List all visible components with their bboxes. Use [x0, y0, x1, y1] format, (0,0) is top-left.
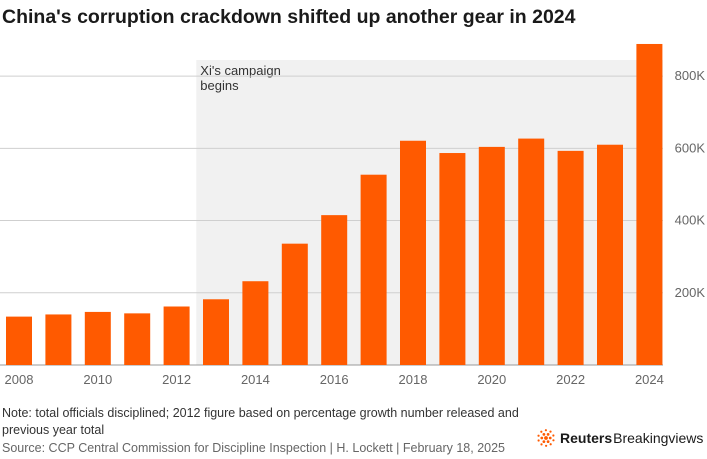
- logo-dot: [546, 440, 550, 444]
- bar-2020: [478, 146, 505, 365]
- bar-2010: [84, 311, 111, 365]
- x-tick-label: 2014: [241, 372, 270, 387]
- bar-2021: [518, 138, 545, 365]
- brand-name-regular: Breakingviews: [613, 430, 704, 446]
- logo-dot: [549, 430, 552, 433]
- bar-2012: [163, 306, 190, 365]
- reuters-dot-logo-icon: [537, 429, 555, 447]
- logo-dot: [537, 434, 540, 437]
- x-tick-label: 2016: [320, 372, 349, 387]
- bar-2023: [597, 144, 623, 365]
- x-tick-label: 2010: [83, 372, 112, 387]
- logo-dot: [537, 439, 540, 442]
- bar-2009: [45, 314, 72, 365]
- y-tick-label: 800K: [675, 68, 706, 83]
- bar-2018: [400, 140, 426, 365]
- logo-dot: [545, 444, 548, 447]
- bar-2015: [281, 243, 308, 365]
- chart-note: Note: total officials disciplined; 2012 …: [2, 406, 519, 437]
- x-tick-label: 2020: [477, 372, 506, 387]
- x-tick-label: 2008: [5, 372, 34, 387]
- chart-title: China's corruption crackdown shifted up …: [2, 6, 576, 28]
- bar-2011: [124, 313, 151, 365]
- bar-2022: [557, 150, 584, 365]
- logo-dot: [549, 443, 552, 446]
- brand-name-bold: Reuters: [560, 430, 613, 446]
- x-tick-label: 2018: [399, 372, 428, 387]
- highlight-region-label: Xi's campaign: [200, 63, 281, 78]
- brand-logo: Reuters Breakingviews: [536, 428, 703, 448]
- bar-2024: [636, 43, 663, 365]
- logo-dot: [540, 443, 543, 446]
- bar-2014: [242, 281, 269, 365]
- logo-dot: [540, 436, 544, 440]
- logo-dot: [540, 430, 543, 433]
- logo-dot: [546, 432, 550, 436]
- bar-2016: [321, 215, 348, 365]
- logo-dot: [542, 440, 546, 444]
- y-tick-label: 600K: [675, 140, 706, 155]
- bar-2013: [203, 299, 229, 365]
- logo-dot: [544, 436, 548, 440]
- x-tick-label: 2012: [162, 372, 191, 387]
- logo-dot: [548, 436, 552, 440]
- bar-2008: [6, 316, 32, 365]
- logo-dot: [552, 439, 555, 442]
- highlight-region-label: begins: [200, 78, 239, 93]
- chart-source: Source: CCP Central Commission for Disci…: [2, 441, 506, 455]
- y-tick-label: 200K: [675, 285, 706, 300]
- x-tick-label: 2022: [556, 372, 585, 387]
- bar-2017: [360, 174, 387, 365]
- y-tick-label: 400K: [675, 213, 706, 228]
- x-tick-label: 2024: [635, 372, 664, 387]
- highlight-region: [196, 60, 664, 365]
- logo-dot: [542, 432, 546, 436]
- logo-dot: [544, 429, 547, 432]
- bar-2019: [439, 153, 466, 365]
- logo-dot: [552, 434, 555, 437]
